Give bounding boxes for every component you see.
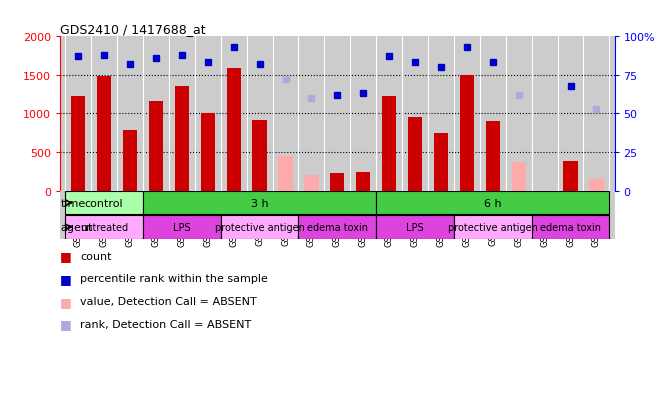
- Bar: [253, 120, 267, 191]
- Text: GDS2410 / 1417688_at: GDS2410 / 1417688_at: [60, 23, 206, 36]
- Text: edema toxin: edema toxin: [540, 223, 601, 233]
- Bar: [149, 102, 163, 191]
- Bar: [376, 216, 454, 239]
- Text: time: time: [60, 198, 86, 208]
- Bar: [65, 216, 143, 239]
- Text: count: count: [80, 251, 112, 261]
- Bar: [279, 157, 293, 191]
- Bar: [486, 122, 500, 191]
- Text: untreated: untreated: [80, 223, 128, 233]
- Text: 3 h: 3 h: [250, 198, 269, 208]
- Text: LPS: LPS: [173, 223, 190, 233]
- Bar: [589, 180, 604, 191]
- Text: ■: ■: [60, 318, 72, 331]
- Text: rank, Detection Call = ABSENT: rank, Detection Call = ABSENT: [80, 319, 251, 329]
- Text: edema toxin: edema toxin: [307, 223, 368, 233]
- Bar: [97, 76, 112, 191]
- Text: agent: agent: [60, 223, 93, 233]
- Text: 6 h: 6 h: [484, 198, 502, 208]
- Bar: [460, 76, 474, 191]
- Bar: [299, 216, 376, 239]
- Bar: [512, 163, 526, 191]
- Text: LPS: LPS: [406, 223, 424, 233]
- Bar: [532, 216, 609, 239]
- Text: ■: ■: [60, 295, 72, 308]
- Bar: [71, 97, 86, 191]
- Bar: [434, 133, 448, 191]
- Bar: [226, 69, 241, 191]
- Text: value, Detection Call = ABSENT: value, Detection Call = ABSENT: [80, 297, 257, 306]
- Bar: [305, 176, 319, 191]
- Bar: [200, 114, 215, 191]
- Bar: [454, 216, 532, 239]
- Text: ■: ■: [60, 272, 72, 285]
- Bar: [356, 173, 370, 191]
- Bar: [563, 162, 578, 191]
- Bar: [143, 216, 220, 239]
- Bar: [220, 216, 299, 239]
- Text: percentile rank within the sample: percentile rank within the sample: [80, 274, 268, 284]
- Bar: [143, 192, 376, 215]
- Text: protective antigen: protective antigen: [214, 223, 305, 233]
- Bar: [376, 192, 609, 215]
- Bar: [382, 97, 396, 191]
- Text: ■: ■: [60, 249, 72, 263]
- Bar: [123, 131, 137, 191]
- Bar: [330, 173, 345, 191]
- Bar: [175, 87, 189, 191]
- Bar: [408, 117, 422, 191]
- Text: protective antigen: protective antigen: [448, 223, 538, 233]
- Text: control: control: [85, 198, 124, 208]
- Bar: [65, 192, 143, 215]
